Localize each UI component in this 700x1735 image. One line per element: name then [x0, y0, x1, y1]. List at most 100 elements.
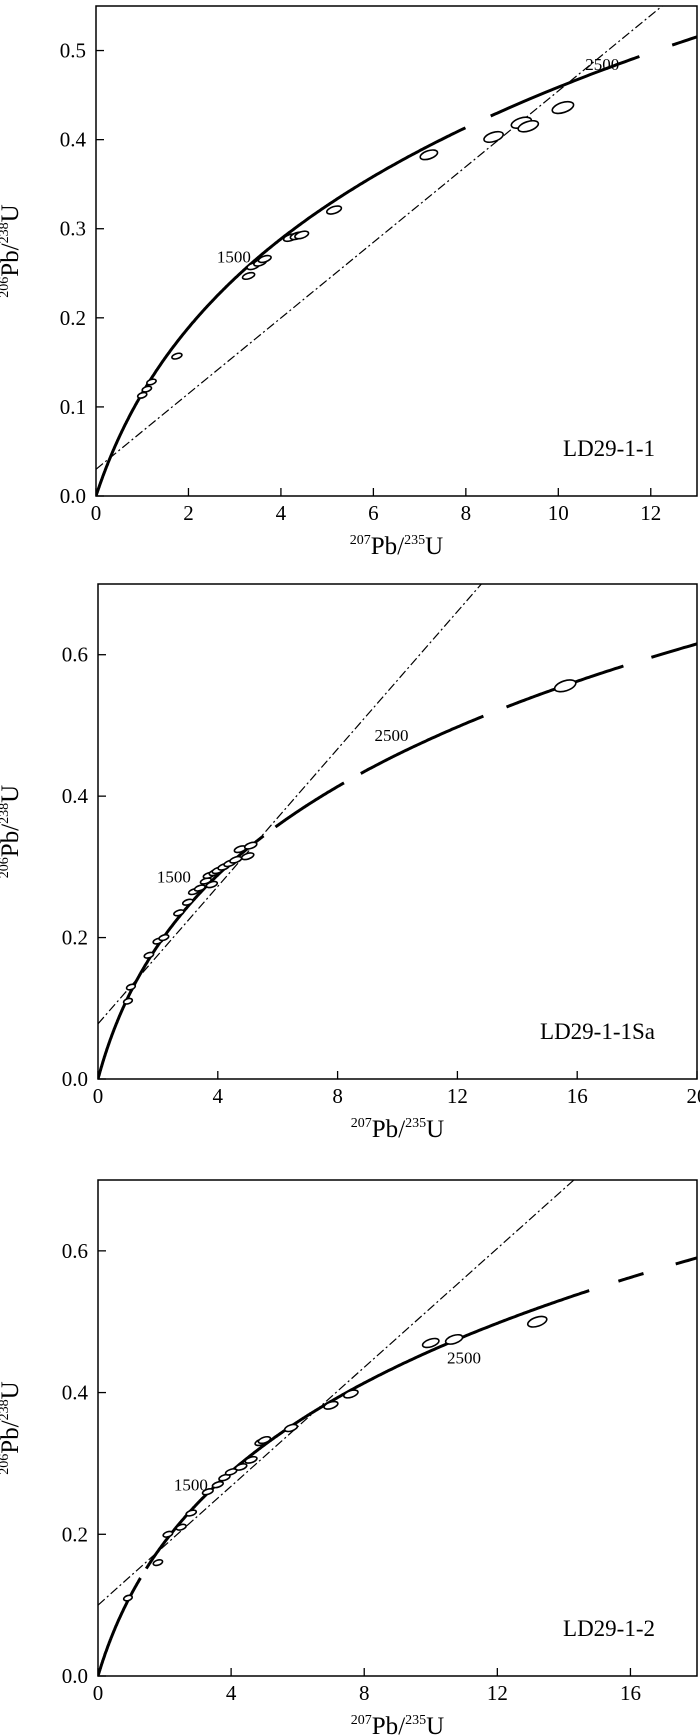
data-point-ellipse — [218, 1473, 231, 1482]
x-tick-label: 12 — [640, 501, 661, 525]
data-point-ellipse — [146, 378, 157, 386]
plot-frame — [95, 5, 698, 497]
y-tick-label: 0.4 — [62, 784, 89, 808]
y-tick-label: 0.2 — [60, 306, 86, 330]
plot-frame — [97, 1179, 698, 1677]
y-tick-label: 0.0 — [62, 1664, 88, 1688]
concordia-curve — [98, 1577, 142, 1676]
y-axis-label: 206Pb/238U — [0, 1381, 24, 1474]
age-label: 1500 — [174, 1475, 208, 1494]
x-tick-label: 10 — [548, 501, 569, 525]
x-tick-label: 4 — [226, 1681, 237, 1705]
y-tick-label: 0.6 — [62, 1239, 88, 1263]
age-label: 2500 — [585, 55, 619, 74]
y-tick-label: 0.4 — [60, 128, 87, 152]
sample-label: LD29-1-1Sa — [540, 1019, 655, 1044]
age-label: 2500 — [375, 726, 409, 745]
y-tick-label: 0.1 — [60, 395, 86, 419]
concordia-curve — [617, 1272, 644, 1283]
discordia-line — [96, 6, 664, 470]
y-tick-label: 0.0 — [62, 1067, 88, 1091]
concordia-curve — [360, 714, 484, 775]
data-point-ellipse — [234, 1463, 248, 1471]
data-point-ellipse — [257, 254, 272, 264]
concordia-curve — [671, 35, 697, 47]
data-point-ellipse — [342, 1389, 359, 1399]
x-tick-label: 6 — [368, 501, 379, 525]
y-tick-label: 0.2 — [62, 926, 88, 950]
data-point-ellipse — [185, 1509, 198, 1517]
sample-label: LD29-1-2 — [563, 1616, 655, 1641]
data-point-ellipse — [553, 679, 577, 693]
data-point-ellipse — [551, 100, 575, 115]
plot-frame — [97, 583, 698, 1080]
data-point-ellipse — [244, 1455, 258, 1464]
data-point-ellipse — [152, 1559, 164, 1567]
y-tick-label: 0.0 — [60, 484, 86, 508]
y-tick-label: 0.5 — [60, 39, 86, 63]
data-point-ellipse — [294, 230, 310, 240]
concordia-plot-1: 0 2 4 6 8 10 12 0.0 0.1 0.2 0.3 0.4 0.5 207Pb/235U 206… — [0, 5, 698, 560]
data-point-ellipse — [257, 1435, 272, 1445]
data-point-ellipse — [323, 1400, 339, 1410]
data-point-ellipse — [141, 385, 153, 393]
data-point-ellipse — [122, 997, 134, 1005]
data-point-ellipse — [229, 855, 243, 864]
x-tick-label: 2 — [183, 501, 194, 525]
data-point-ellipse — [193, 884, 206, 892]
y-tick-label: 0.3 — [60, 217, 86, 241]
x-tick-label: 12 — [447, 1084, 468, 1108]
y-axis-label: 206Pb/238U — [0, 204, 24, 297]
x-tick-label: 20 — [687, 1084, 700, 1108]
age-label: 2500 — [447, 1349, 481, 1368]
y-tick-label: 0.6 — [62, 643, 88, 667]
x-axis-label: 207Pb/235U — [350, 533, 443, 560]
x-tick-label: 0 — [93, 1681, 104, 1705]
concordia-plot-3: 0 4 8 12 16 0.0 0.2 0.4 0.6 207Pb/235U 206Pb/238U 1… — [0, 1179, 698, 1735]
data-point-ellipse — [283, 1423, 299, 1433]
data-point-ellipse — [136, 391, 148, 399]
y-axis-label: 206Pb/238U — [0, 785, 24, 878]
data-point-ellipse — [201, 1488, 214, 1496]
age-label: 1500 — [157, 867, 191, 886]
concordia-curve — [144, 1289, 590, 1570]
y-tick-label: 0.4 — [62, 1381, 89, 1405]
data-point-ellipse — [444, 1333, 464, 1345]
data-point-ellipse — [175, 1523, 187, 1531]
concordia-curve — [675, 1256, 697, 1266]
data-point-ellipse — [125, 983, 137, 991]
data-point-ellipse — [162, 1530, 174, 1538]
discordia-line — [98, 584, 482, 1025]
x-tick-label: 8 — [332, 1084, 343, 1108]
x-tick-label: 0 — [93, 1084, 104, 1108]
data-point-ellipse — [240, 852, 255, 861]
data-point-ellipse — [143, 951, 155, 959]
concordia-curve — [274, 781, 345, 829]
x-tick-label: 4 — [276, 501, 287, 525]
x-tick-label: 8 — [359, 1681, 370, 1705]
x-tick-label: 0 — [91, 501, 102, 525]
data-point-ellipse — [181, 898, 194, 906]
concordia-plot-2: 0 4 8 12 16 20 0.0 0.2 0.4 0.6 207Pb/235U 206Pb/238… — [0, 583, 700, 1143]
concordia-curve — [96, 126, 467, 496]
data-point-ellipse — [241, 271, 256, 281]
x-tick-label: 4 — [213, 1084, 224, 1108]
discordia-line — [98, 1180, 575, 1606]
x-axis-label: 207Pb/235U — [351, 1713, 444, 1735]
data-point-ellipse — [421, 1337, 440, 1349]
data-point-ellipse — [325, 205, 343, 215]
data-point-ellipse — [173, 909, 185, 917]
data-point-ellipse — [171, 352, 183, 360]
data-point-ellipse — [122, 1594, 133, 1602]
concordia-curve — [490, 55, 640, 118]
data-point-ellipse — [483, 130, 504, 144]
data-point-ellipse — [243, 841, 258, 850]
data-point-ellipse — [205, 880, 219, 889]
sample-label: LD29-1-1 — [563, 436, 655, 461]
data-point-ellipse — [419, 149, 439, 161]
x-tick-label: 12 — [487, 1681, 508, 1705]
x-axis-label: 207Pb/235U — [351, 1116, 444, 1143]
data-point-ellipse — [158, 933, 170, 942]
age-label: 1500 — [217, 248, 251, 267]
